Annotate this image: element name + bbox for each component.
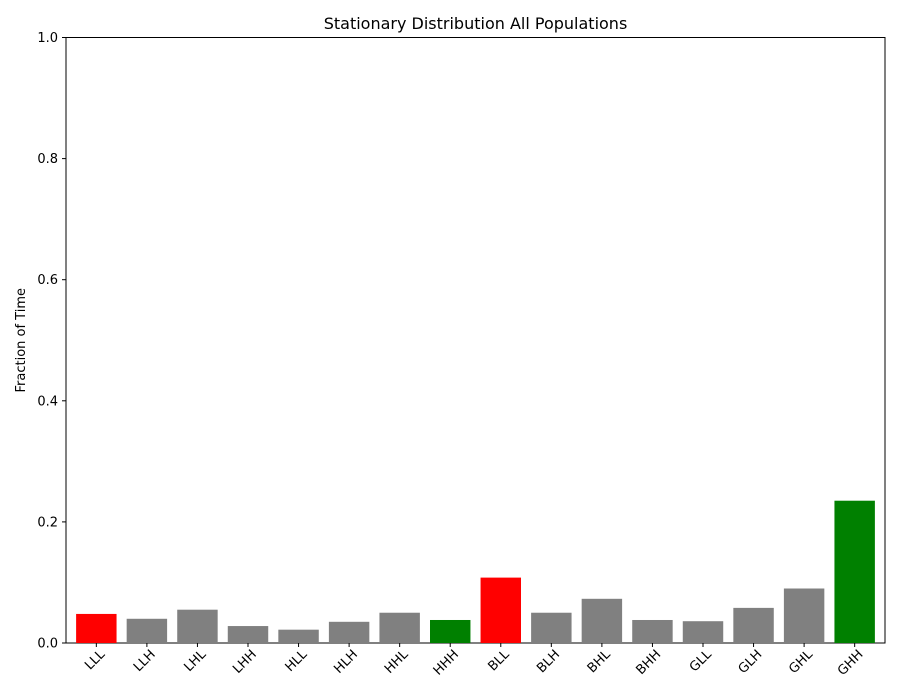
y-tick-label: 1.0	[37, 31, 58, 46]
bar-blh	[531, 612, 572, 643]
y-tick-label: 0.8	[37, 152, 58, 167]
plot-area	[65, 37, 886, 644]
bar-lhh	[227, 626, 269, 643]
bar-hll	[278, 629, 319, 643]
bar-ghh	[834, 500, 875, 643]
bar-llh	[126, 618, 168, 643]
bar-hhl	[379, 612, 420, 643]
bar-bll	[480, 577, 521, 643]
y-axis-label: Fraction of Time	[14, 288, 29, 393]
bar-ghl	[783, 588, 825, 643]
bar-hlh	[328, 621, 370, 643]
y-tick-label: 0.4	[37, 394, 58, 409]
y-tick-label: 0.2	[37, 515, 58, 530]
bar-gll	[682, 621, 724, 643]
bar-lhl	[177, 609, 218, 643]
chart-title: Stationary Distribution All Populations	[324, 14, 628, 33]
bars-group	[76, 500, 875, 643]
bar-glh	[733, 607, 774, 643]
plot-frame	[65, 37, 886, 644]
bar-bhl	[581, 598, 623, 643]
y-axis-ticks: 0.0 0.2 0.4 0.6 0.8 1.0	[37, 31, 66, 652]
bar-lll	[76, 613, 117, 643]
y-tick-label: 0.0	[37, 637, 58, 652]
bar-hhh	[430, 619, 471, 643]
bar-bhh	[632, 619, 673, 643]
y-tick-label: 0.6	[37, 273, 58, 288]
